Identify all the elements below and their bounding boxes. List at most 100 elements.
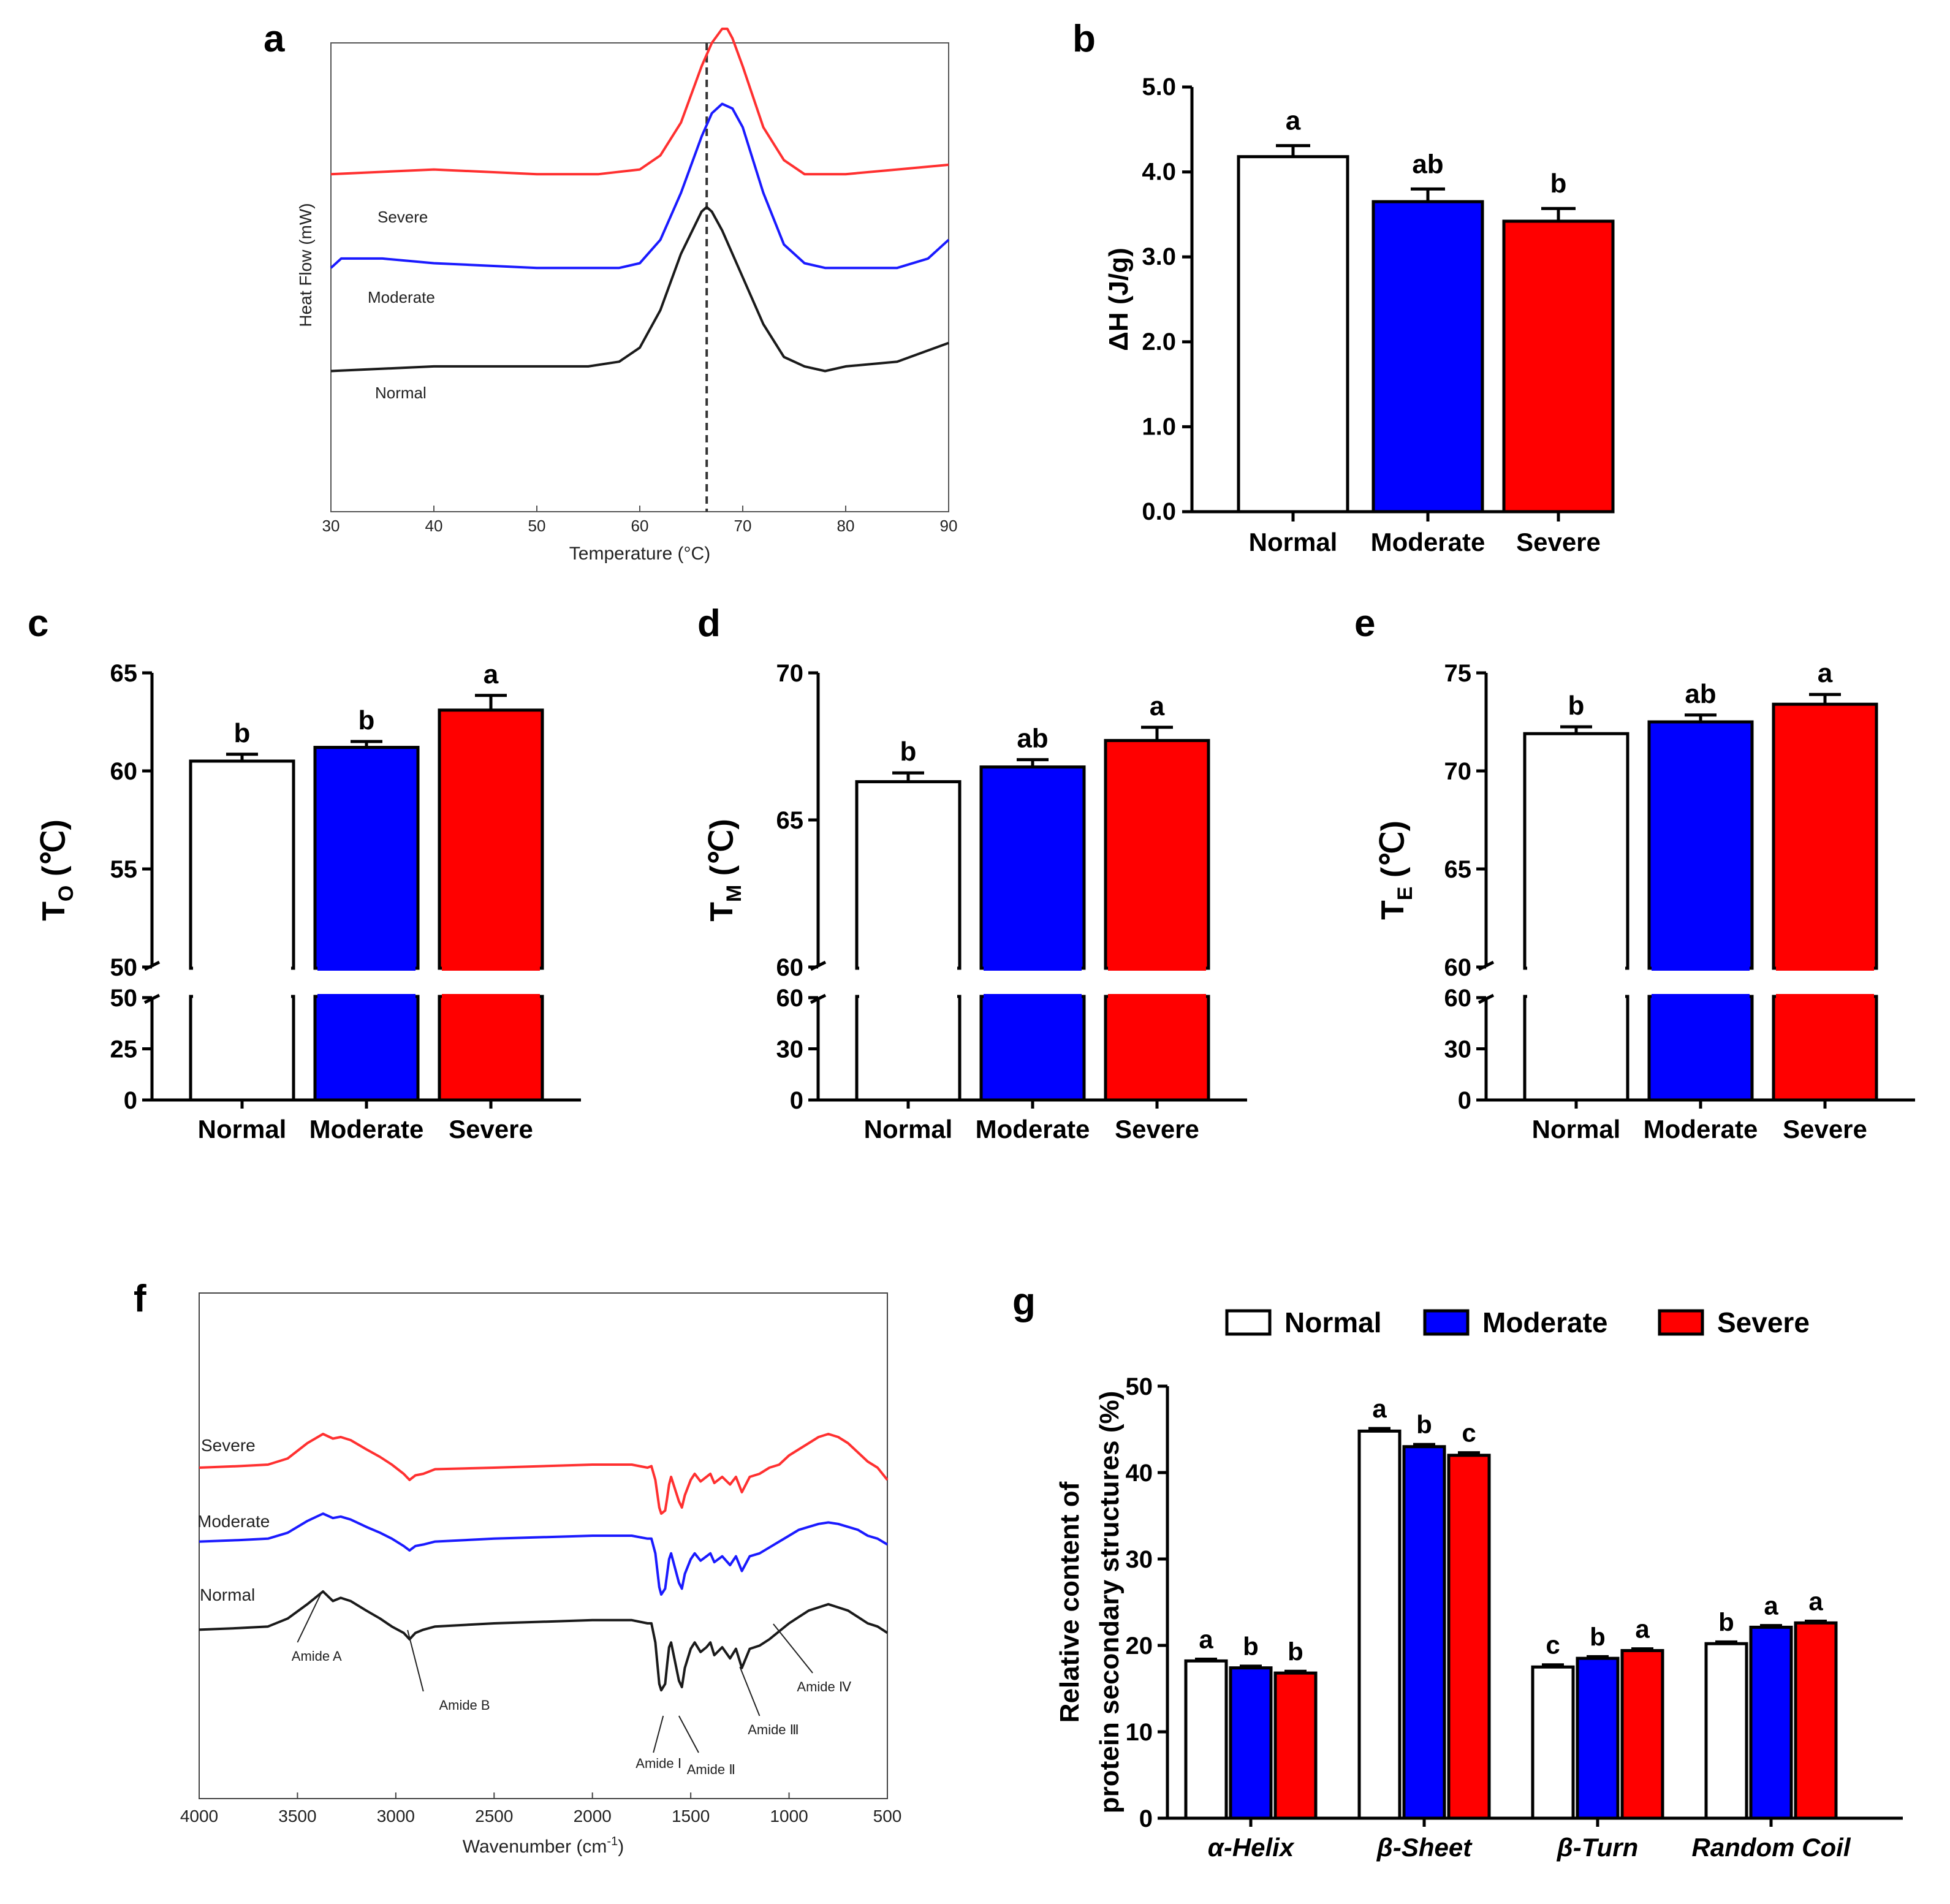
bar-upper-severe: [438, 708, 544, 970]
y-axis-title-unit: (℃): [704, 819, 740, 884]
y-axis-title: TO (℃): [36, 819, 78, 921]
x-tick-label: 500: [873, 1807, 902, 1826]
bar-normal: [1531, 1665, 1575, 1820]
bar-break-cover: [193, 966, 291, 971]
y-tick-label: 0: [1458, 1087, 1471, 1114]
x-tick-label: Severe: [1783, 1115, 1867, 1144]
y-tick-label: 50: [1126, 1373, 1153, 1400]
x-tick-label: 3500: [278, 1807, 316, 1826]
annotation-label: Amide B: [439, 1697, 490, 1713]
series-line-severe: [199, 1433, 889, 1515]
x-tick-label: Severe: [1115, 1115, 1199, 1144]
y-axis-title-main: T: [36, 901, 72, 921]
significance-letter: a: [1818, 658, 1833, 688]
annotation-arrow: [653, 1715, 664, 1753]
x-tick-label: Normal: [198, 1115, 287, 1144]
y-axis-title-main: T: [704, 902, 740, 922]
x-axis-title-superscript: -1: [607, 1835, 618, 1848]
bar-lower-severe: [1104, 995, 1210, 1102]
y-axis-title-main: T: [1375, 900, 1411, 920]
significance-letter: b: [1568, 691, 1585, 721]
legend-label-severe: Severe: [1717, 1307, 1810, 1338]
x-tick-label: 50: [528, 517, 546, 535]
y-tick-label: 1.0: [1142, 413, 1176, 440]
bar-normal: [1704, 1642, 1748, 1820]
significance-letter: c: [1546, 1631, 1560, 1659]
legend-swatch-normal: [1225, 1309, 1272, 1336]
bar-break-cover: [859, 994, 957, 999]
annotation-arrow: [739, 1666, 761, 1716]
y-tick-label: 0: [1139, 1805, 1153, 1832]
panel-letter-d: d: [697, 602, 721, 645]
x-tick-label: β-Turn: [1557, 1833, 1639, 1862]
x-axis-title: Wavenumber (cm-1): [463, 1835, 624, 1857]
significance-letter: ab: [1412, 149, 1443, 179]
legend-swatch-moderate: [1423, 1309, 1470, 1336]
bar-lower-severe: [1772, 995, 1878, 1102]
significance-letter: b: [359, 705, 375, 735]
series-label-moderate: Moderate: [197, 1512, 270, 1531]
series-label-moderate: Moderate: [368, 288, 435, 306]
y-tick-label: 60: [110, 758, 138, 785]
bar-lower-normal: [855, 995, 962, 1102]
x-tick-label: 70: [734, 517, 752, 535]
annotation-label: Amide Ⅲ: [748, 1722, 799, 1737]
x-tick-label: 3000: [377, 1807, 415, 1826]
plot-frame: [330, 42, 949, 512]
y-tick-label: 65: [776, 807, 804, 834]
x-tick-label: Moderate: [976, 1115, 1090, 1144]
y-tick-label: 30: [776, 1036, 804, 1063]
plot-frame: [199, 1292, 888, 1799]
x-tick-label: Severe: [1516, 528, 1601, 556]
series-label-normal: Normal: [375, 384, 427, 402]
x-tick-label: 30: [322, 517, 340, 535]
enthalpy-bar-chart: 0.0 1.0 2.0 3.0 4.0 5.0 ΔH (J/g) a Normal ab Moder…: [1104, 74, 1615, 556]
bar-break-cover: [193, 994, 291, 999]
annotation-arrow: [297, 1593, 322, 1643]
significance-letter: b: [1718, 1607, 1734, 1636]
legend-label-normal: Normal: [1284, 1307, 1381, 1338]
annotation-arrow: [407, 1629, 424, 1692]
x-tick-label: 80: [837, 517, 855, 535]
bar-lower-moderate: [1647, 995, 1754, 1102]
significance-letter: a: [1372, 1394, 1387, 1423]
y-axis-title: ΔH (J/g): [1104, 248, 1134, 351]
x-tick-label: Moderate: [1644, 1115, 1758, 1144]
end-temperature-bar-chart: 60 65 70 75 0 30 60 TE (℃) b Normal ab Moderate a Sev…: [1375, 658, 1915, 1144]
bar-severe: [1794, 1621, 1838, 1820]
series-label-severe: Severe: [377, 208, 428, 226]
bar-break-cover: [1527, 966, 1625, 971]
y-axis-title: Heat Flow (mW): [296, 203, 315, 327]
y-axis-title-subscript: O: [55, 886, 78, 901]
y-axis-title-subscript: M: [723, 885, 746, 902]
y-tick-label: 55: [110, 856, 138, 883]
x-tick-label: 4000: [180, 1807, 218, 1826]
panel-letter-g: g: [1012, 1281, 1036, 1323]
bar-lower-normal: [1523, 995, 1629, 1102]
x-tick-label: 60: [631, 517, 649, 535]
y-tick-label: 0: [790, 1087, 803, 1114]
series-label-normal: Normal: [200, 1585, 255, 1604]
y-tick-label: 20: [1126, 1633, 1153, 1659]
panel-letter-a: a: [264, 18, 285, 60]
annotation-label: Amide Ⅰ: [635, 1756, 681, 1771]
bar-break-cover: [859, 966, 957, 971]
bar-normal: [1357, 1429, 1402, 1820]
annotation-arrow: [773, 1623, 813, 1674]
legend-label-moderate: Moderate: [1482, 1307, 1607, 1338]
x-tick-label: 40: [425, 517, 443, 535]
bar-severe: [1502, 219, 1615, 514]
y-tick-label: 0.0: [1142, 498, 1176, 525]
panel-letter-c: c: [28, 602, 48, 645]
significance-letter: b: [234, 718, 251, 748]
bar-upper-severe: [1104, 738, 1210, 970]
x-tick-label: Severe: [449, 1115, 533, 1144]
x-axis-title-main: Wavenumber (cm: [463, 1837, 607, 1857]
significance-letter: a: [1635, 1615, 1650, 1644]
bar-break-cover: [1652, 966, 1750, 971]
significance-letter: b: [1243, 1632, 1259, 1661]
y-axis-title-line1: Relative content of: [1055, 1481, 1085, 1723]
bar-upper-moderate: [979, 765, 1086, 970]
bar-lower-normal: [189, 995, 295, 1102]
